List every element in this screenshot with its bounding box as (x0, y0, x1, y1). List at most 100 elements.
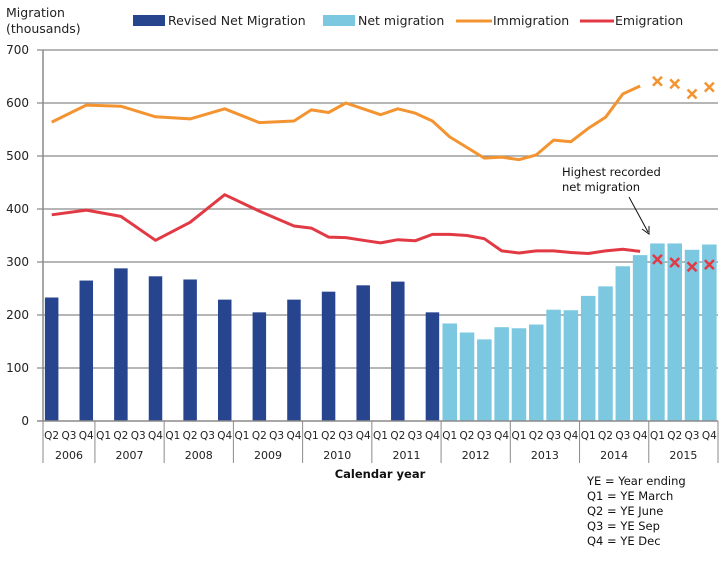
x-tick-year-label: 2015 (669, 449, 697, 462)
marker-emigration (686, 261, 698, 273)
x-tick-year-label: 2007 (116, 449, 144, 462)
y-tick-label: 0 (21, 414, 29, 428)
bar-revised-net-migration (356, 285, 370, 421)
marker-emigration (669, 257, 681, 268)
x-tick-year-label: 2010 (323, 449, 351, 462)
bar-net-migration (632, 255, 648, 421)
footnote-line: Q1 = YE March (587, 489, 673, 503)
marker-immigration (652, 75, 663, 87)
x-tick-quarter-label: Q4 (217, 430, 232, 442)
annotation-text-line2: net migration (562, 180, 640, 194)
footnote-line: Q2 = YE June (587, 504, 663, 518)
x-tick-quarter-label: Q4 (148, 430, 163, 442)
x-tick-quarter-label: Q1 (304, 430, 319, 442)
bar-net-migration (494, 327, 509, 421)
marker-emigration (703, 259, 715, 271)
x-tick-quarter-label: Q4 (286, 430, 301, 442)
x-tick-quarter-label: Q4 (79, 430, 94, 442)
bar-net-migration (598, 286, 613, 421)
x-tick-quarter-label: Q1 (511, 430, 526, 442)
x-tick-quarter-label: Q4 (702, 430, 717, 442)
bar-revised-net-migration (321, 291, 336, 421)
x-tick-quarter-label: Q3 (131, 430, 146, 442)
x-tick-quarter-label: Q2 (252, 430, 267, 442)
x-tick-quarter-label: Q1 (650, 430, 665, 442)
marker-immigration (686, 88, 698, 100)
marker-stroke (686, 261, 698, 273)
y-tick-label: 600 (6, 96, 29, 110)
bar-revised-net-migration (148, 276, 163, 421)
x-tick-quarter-label: Q2 (390, 430, 405, 442)
y-tick-label: 500 (6, 149, 29, 163)
x-tick-quarter-label: Q1 (235, 430, 250, 442)
line-immigration (51, 84, 641, 162)
x-tick-quarter-label: Q2 (460, 430, 475, 442)
x-tick-quarter-label: Q3 (408, 430, 423, 442)
bar-net-migration (615, 266, 631, 421)
bar-revised-net-migration (287, 299, 301, 421)
footnote-line: YE = Year ending (586, 474, 686, 488)
marker-stroke (652, 75, 663, 87)
x-tick-quarter-label: Q4 (425, 430, 440, 442)
y-axis-ticks: 0 100 200 300 400 500 600 700 (6, 43, 29, 428)
bar-revised-net-migration (183, 279, 197, 421)
y-tick-label: 100 (6, 361, 29, 375)
x-tick-quarter-label: Q1 (373, 430, 388, 442)
x-tick-quarter-label: Q3 (338, 430, 353, 442)
bar-revised-net-migration (425, 312, 440, 421)
x-tick-quarter-label: Q2 (598, 430, 613, 442)
y-tick-label: 300 (6, 255, 29, 269)
legend-label-emigration: Emigration (615, 13, 683, 28)
bar-net-migration (667, 243, 682, 421)
x-tick-quarter-label: Q1 (442, 430, 457, 442)
bar-revised-net-migration (114, 268, 128, 421)
legend-swatch-net-migration (323, 15, 355, 26)
marker-stroke (652, 253, 663, 265)
x-tick-quarter-label: Q2 (321, 430, 336, 442)
x-tick-year-label: 2011 (392, 449, 420, 462)
legend-label-revised-net-migration: Revised Net Migration (168, 13, 306, 28)
x-tick-quarter-label: Q1 (581, 430, 596, 442)
footnote: YE = Year ending Q1 = YE March Q2 = YE J… (586, 474, 686, 548)
lines (51, 84, 641, 255)
x-tick-quarter-label: Q3 (685, 430, 700, 442)
x-tick-year-label: 2009 (254, 449, 282, 462)
x-tick-quarter-label: Q3 (477, 430, 492, 442)
bars (37, 243, 718, 422)
x-tick-year-label: 2006 (55, 449, 83, 462)
bar-net-migration (563, 310, 579, 421)
x-tick-quarter-label: Q2 (183, 430, 198, 442)
bar-net-migration (702, 244, 717, 421)
footnote-line: Q3 = YE Sep (587, 519, 660, 533)
legend-label-immigration: Immigration (493, 13, 569, 28)
bar-net-migration (477, 339, 492, 421)
marker-stroke (669, 257, 681, 268)
footnote-line: Q4 = YE Dec (587, 534, 661, 548)
x-tick-quarter-label: Q3 (546, 430, 561, 442)
x-tick-quarter-label: Q3 (200, 430, 215, 442)
y-tick-label: 400 (6, 202, 29, 216)
bar-net-migration (650, 243, 665, 421)
bar-net-migration (442, 323, 457, 421)
marker-stroke (703, 259, 715, 271)
bar-net-migration (459, 332, 475, 421)
marker-stroke (669, 78, 681, 90)
legend-label-net-migration: Net migration (358, 13, 444, 28)
bar-revised-net-migration (79, 280, 94, 421)
bar-revised-net-migration (44, 297, 59, 421)
x-tick-quarter-label: Q1 (96, 430, 111, 442)
x-axis-title: Calendar year (335, 467, 426, 481)
y-tick-label: 200 (6, 308, 29, 322)
x-tick-quarter-label: Q2 (529, 430, 544, 442)
x-tick-quarter-label: Q2 (44, 430, 59, 442)
marker-immigration (669, 78, 681, 90)
annotation-highest-net-migration: Highest recorded net migration (562, 165, 661, 235)
line-emigration (51, 193, 641, 255)
annotation-arrowhead-icon (641, 226, 650, 235)
bar-revised-net-migration (217, 299, 232, 421)
marker-immigration (703, 81, 715, 93)
x-tick-quarter-label: Q3 (615, 430, 630, 442)
x-tick-quarter-label: Q4 (494, 430, 509, 442)
x-tick-year-label: 2012 (462, 449, 490, 462)
